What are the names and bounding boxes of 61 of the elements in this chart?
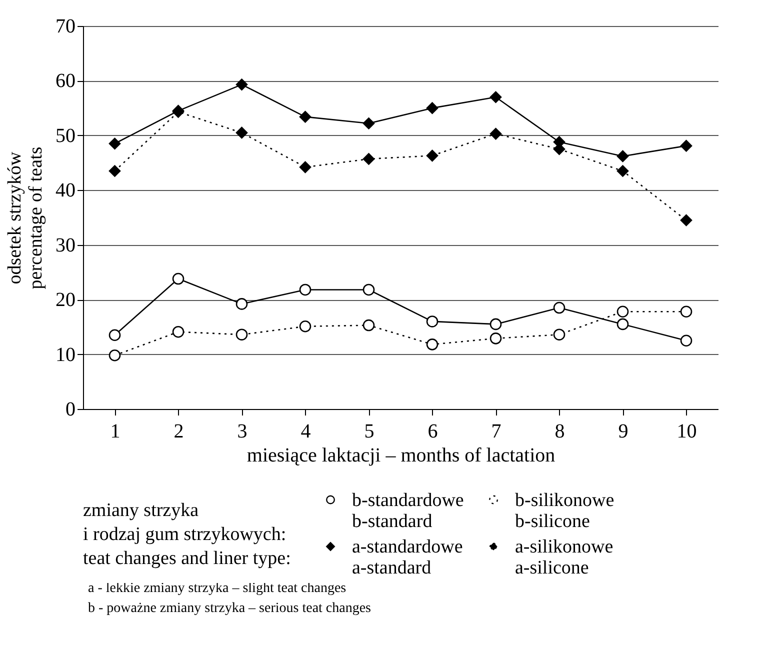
point	[553, 302, 566, 314]
point	[680, 214, 692, 226]
y-tick-label: 30	[56, 234, 76, 256]
point	[299, 320, 312, 332]
point	[108, 329, 121, 342]
point	[299, 161, 312, 174]
text: b - poważne zmiany strzyka – serious teat changes	[88, 600, 372, 618]
point	[616, 150, 629, 162]
point	[299, 110, 312, 123]
point	[490, 91, 502, 104]
point	[426, 150, 438, 162]
point	[362, 319, 375, 332]
y-axis-title: odsetek strzyków percentage of teats	[4, 146, 46, 290]
point	[426, 338, 438, 350]
x-tick-label: 9	[618, 420, 628, 442]
point	[108, 165, 121, 177]
x-tick-label: 6	[428, 420, 438, 442]
point	[172, 272, 184, 285]
x-tick-label: 8	[554, 420, 565, 442]
point	[172, 326, 184, 338]
x-tick-label: 7	[491, 420, 502, 442]
point	[299, 284, 312, 296]
point	[362, 153, 375, 165]
text: a - lekkie zmiany strzyka – slight teat changes	[88, 580, 348, 598]
y-tick-label: 70	[56, 16, 76, 38]
legend-label: a-silikonowe a-silicone	[515, 536, 614, 578]
point	[236, 298, 248, 310]
point	[490, 128, 502, 140]
y-tick-label: 20	[56, 289, 76, 312]
x-axis-title: miesiące laktacji – months of lactation	[246, 444, 556, 466]
point	[680, 306, 692, 318]
point	[616, 306, 629, 318]
point	[236, 126, 248, 139]
x-tick-label: 1	[110, 420, 120, 442]
legend-label: a-standardowe a-standard	[352, 536, 463, 578]
y-tick-label: 60	[56, 70, 76, 92]
point	[680, 140, 692, 152]
y-tick-label: 0	[66, 398, 76, 420]
x-tick-label: 2	[174, 420, 184, 442]
point	[236, 328, 248, 340]
point	[108, 349, 121, 362]
point	[616, 318, 629, 330]
point	[426, 102, 438, 114]
point	[426, 316, 438, 328]
x-tick-label: 5	[364, 420, 374, 442]
x-tick-label: 3	[237, 420, 248, 442]
point	[362, 284, 375, 296]
point	[553, 328, 566, 340]
y-tick-label: 10	[56, 344, 76, 366]
point	[362, 117, 375, 130]
x-tick-label: 4	[300, 420, 311, 442]
point	[680, 334, 692, 346]
point	[108, 138, 121, 150]
legend-title: zmiany strzyka i rodzaj gum strzykowych: teat changes and liner type:	[83, 500, 291, 569]
point	[236, 78, 248, 90]
y-tick-label: 50	[56, 124, 76, 147]
point	[490, 318, 502, 330]
y-tick-label: 40	[56, 180, 76, 202]
x-tick-label: 10	[676, 420, 697, 442]
point	[616, 165, 629, 177]
point	[490, 332, 502, 344]
